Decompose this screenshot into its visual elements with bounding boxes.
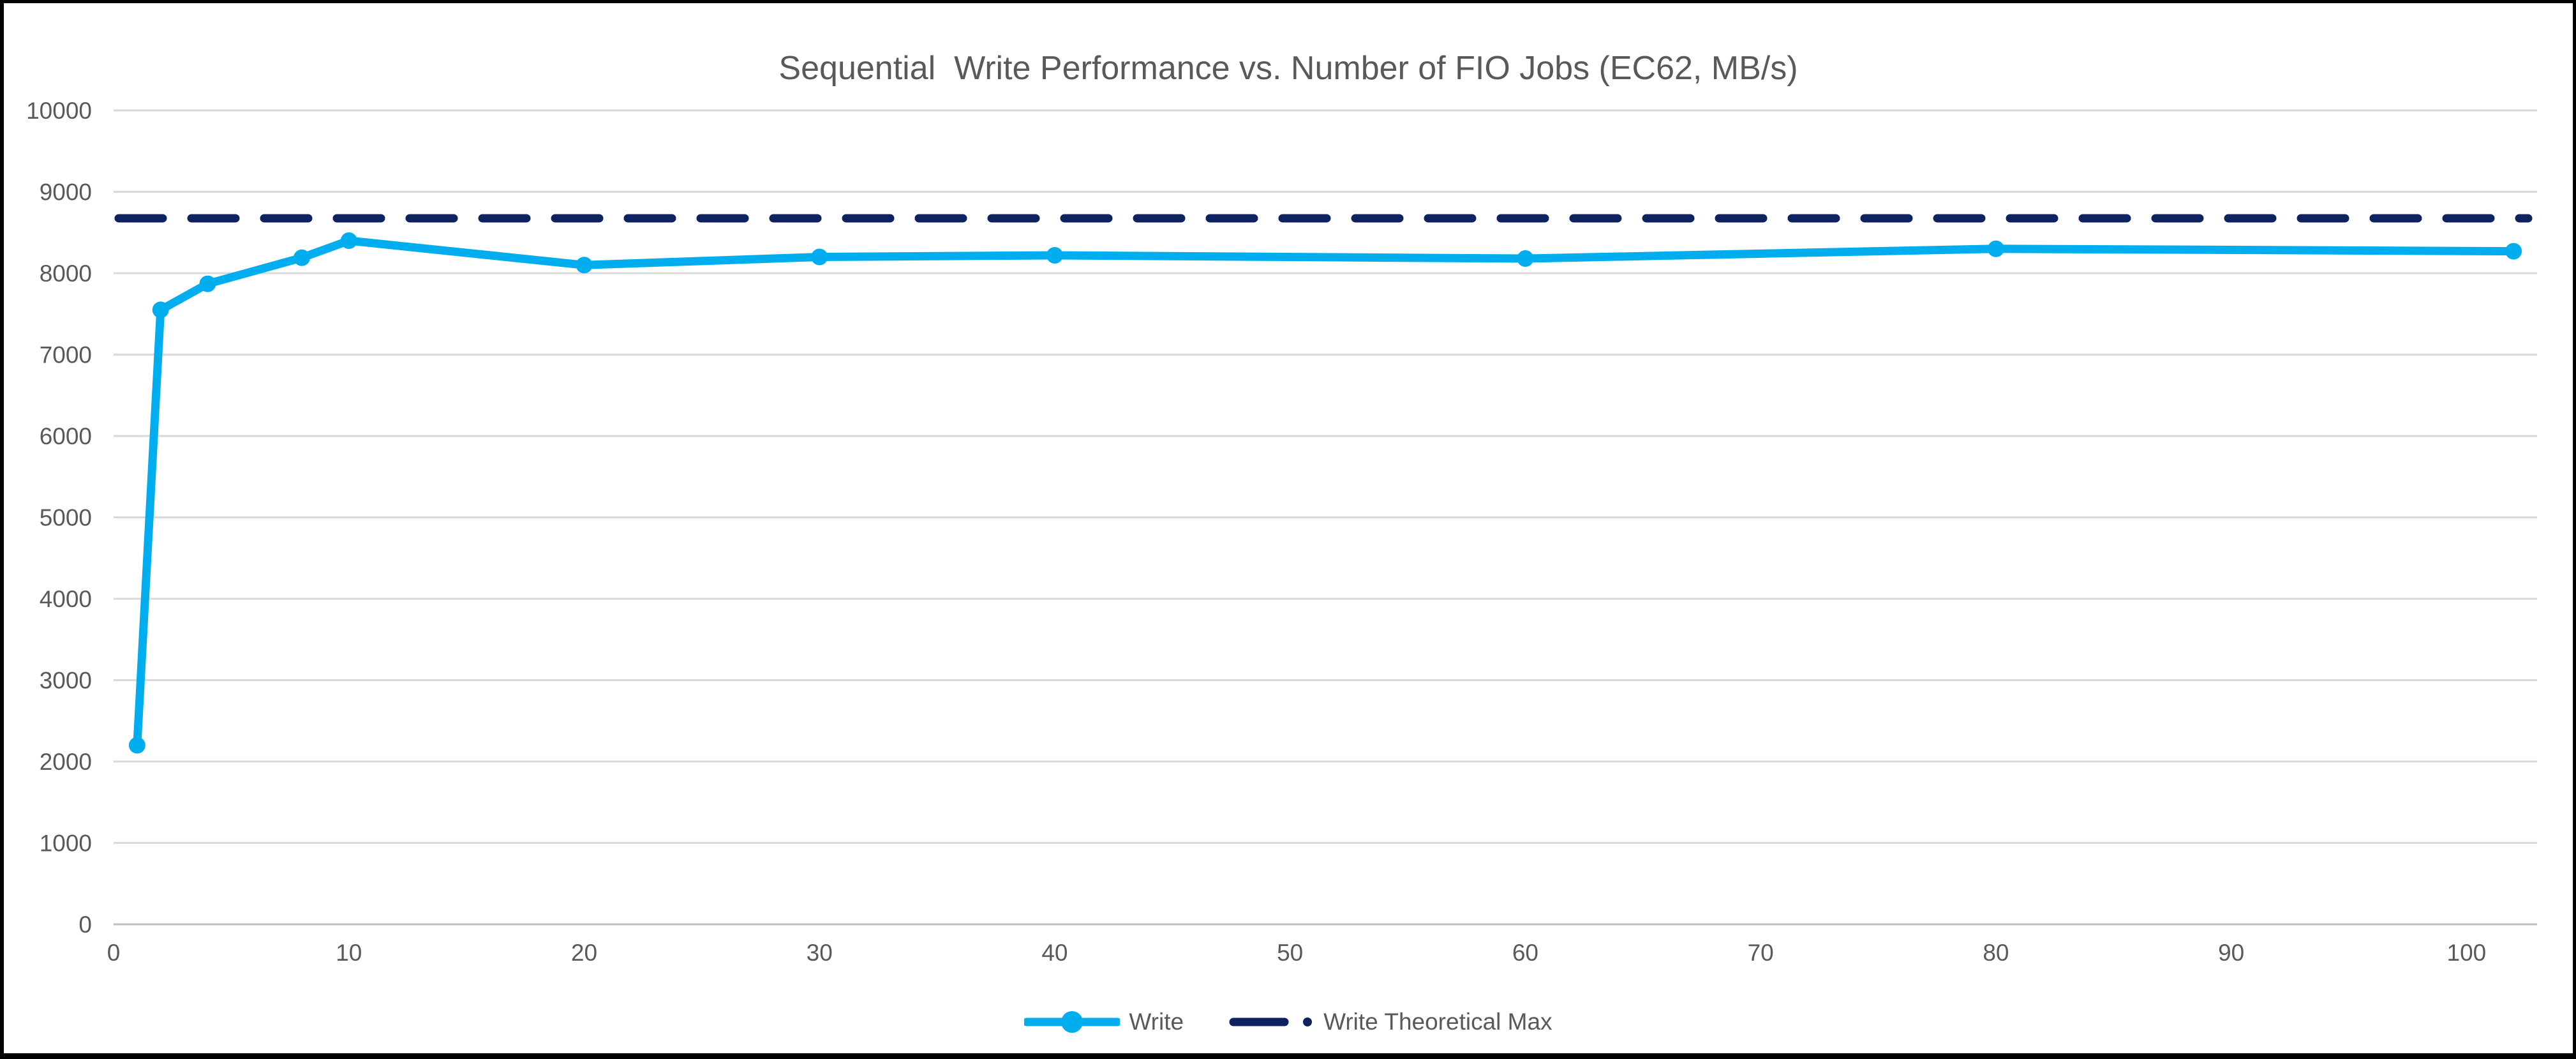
write-data-point <box>199 275 216 292</box>
legend-item-write: Write <box>1024 1009 1184 1035</box>
x-tick-label: 80 <box>1983 940 2009 966</box>
legend: Write Write Theoretical Max <box>4 1009 2573 1035</box>
legend-label-theoretical-max: Write Theoretical Max <box>1323 1009 1552 1035</box>
write-data-point <box>576 257 593 274</box>
x-tick-label: 0 <box>107 940 121 966</box>
write-data-point <box>1987 240 2004 257</box>
y-tick-label: 1000 <box>40 830 92 857</box>
y-tick-label: 4000 <box>40 586 92 612</box>
x-tick-label: 20 <box>571 940 597 966</box>
write-data-point <box>1517 250 1534 267</box>
write-data-point <box>340 232 357 249</box>
y-tick-label: 10000 <box>26 98 92 124</box>
plot-area: 0100020003000400050006000700080009000100… <box>26 98 2537 966</box>
write-series-line <box>133 236 2518 749</box>
x-tick-label: 70 <box>1748 940 1774 966</box>
y-tick-label: 7000 <box>40 342 92 368</box>
y-tick-label: 6000 <box>40 423 92 449</box>
y-tick-label: 5000 <box>40 505 92 531</box>
x-tick-label: 40 <box>1041 940 1068 966</box>
y-tick-label: 0 <box>78 912 92 938</box>
x-tick-label: 50 <box>1277 940 1303 966</box>
y-tick-label: 3000 <box>40 668 92 694</box>
write-data-point <box>2505 243 2522 260</box>
write-series-legend-glyph <box>1024 1011 1120 1033</box>
write-data-point <box>293 249 310 266</box>
x-tick-label: 10 <box>336 940 362 966</box>
chart-title: Sequential Write Performance vs. Number … <box>778 50 1798 87</box>
write-data-point <box>128 737 145 754</box>
legend-item-theoretical-max: Write Theoretical Max <box>1228 1009 1552 1035</box>
x-tick-label: 100 <box>2447 940 2487 966</box>
y-tick-label: 8000 <box>40 260 92 287</box>
write-data-point <box>152 301 169 319</box>
x-tick-label: 30 <box>807 940 833 966</box>
write-data-point <box>1046 246 1063 264</box>
legend-label-write: Write <box>1129 1009 1184 1035</box>
y-tick-label: 2000 <box>40 749 92 775</box>
y-tick-label: 9000 <box>40 179 92 206</box>
x-tick-label: 90 <box>2218 940 2244 966</box>
theoretical-max-legend-glyph <box>1229 1018 1313 1026</box>
x-tick-label: 60 <box>1512 940 1538 966</box>
write-data-point <box>811 248 828 266</box>
